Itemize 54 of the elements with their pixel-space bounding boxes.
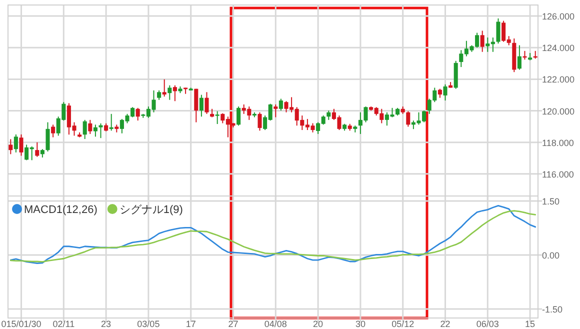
y-tick-label: 120.000: [542, 106, 575, 116]
x-tick-label: 06/03: [476, 319, 499, 329]
y-tick-label: 122.000: [542, 74, 575, 85]
candlestick: [14, 134, 18, 153]
candlestick: [46, 122, 50, 152]
x-tick-label: 04/08: [264, 319, 287, 329]
candlestick: [82, 119, 87, 140]
y-tick-label: 118.000: [542, 138, 574, 148]
legend-label: MACD1(12,26): [24, 204, 98, 216]
x-tick-label: 20: [313, 319, 324, 329]
candlestick: [109, 113, 114, 132]
candlestick: [136, 107, 140, 122]
y-tick-label: 126.000: [542, 12, 575, 22]
candlestick: [19, 134, 24, 156]
candlestick: [162, 78, 166, 98]
candlestick: [236, 106, 241, 126]
candlestick: [326, 110, 331, 120]
candlestick: [98, 122, 103, 139]
candlestick: [496, 18, 500, 44]
candlestick: [157, 90, 162, 100]
legend-label: シグナル1(9): [119, 204, 183, 216]
candlestick: [93, 124, 98, 138]
candlestick: [278, 98, 283, 112]
candlestick: [168, 84, 172, 100]
candlestick: [51, 124, 56, 138]
y-tick-label: 1.50: [542, 196, 560, 207]
candlestick: [172, 84, 177, 102]
x-tick-label: 17: [186, 319, 196, 329]
x-tick-label: 05/12: [392, 319, 414, 329]
x-tick-label: 015/01/30: [1, 319, 42, 329]
x-tick-label: 15: [525, 319, 536, 329]
x-tick-label: 03/05: [137, 319, 160, 329]
x-tick-label: 02/11: [52, 319, 75, 329]
x-tick-label: 22: [440, 319, 450, 329]
y-tick-label: 124.000: [542, 43, 575, 54]
candlestick: [443, 84, 448, 101]
candlestick: [204, 92, 209, 114]
candlestick: [274, 104, 278, 118]
x-tick-label: 23: [101, 319, 112, 329]
candlestick: [480, 30, 484, 52]
candlestick: [194, 88, 198, 123]
candlestick: [406, 110, 410, 128]
x-tick-label: 27: [228, 319, 238, 329]
candlestick: [215, 110, 220, 125]
x-tick-label: 30: [355, 319, 366, 329]
candlestick: [35, 142, 40, 158]
candlestick: [517, 44, 522, 70]
candlestick: [199, 94, 204, 118]
y-tick-label: 116.000: [542, 169, 574, 180]
candlestick: [8, 138, 13, 155]
candlestick: [258, 112, 262, 132]
y-tick-label: 0.00: [542, 250, 560, 261]
y-tick-label: -1.50: [542, 304, 563, 315]
candlestick: [88, 119, 92, 134]
